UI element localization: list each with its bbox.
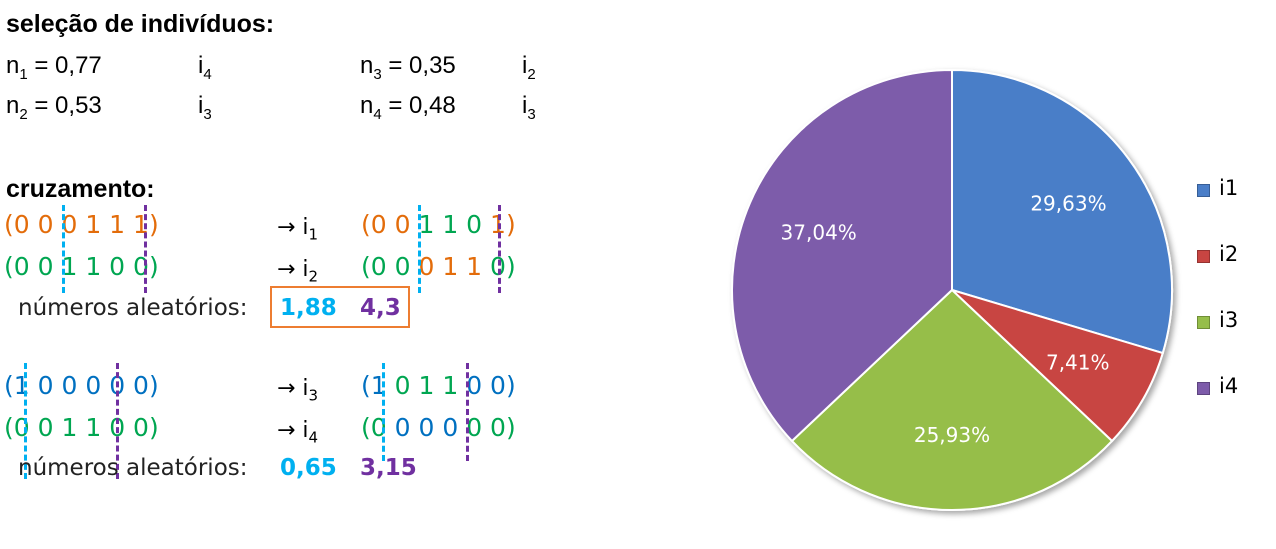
pair1-child-cut-point-2 [498, 205, 501, 293]
legend-label-i1: i1 [1219, 176, 1239, 200]
pie-data-label-i4: 37,04% [781, 220, 857, 244]
pie-data-label-i2: 7,41% [1046, 351, 1110, 375]
pair2-child-cut-point-1 [382, 363, 385, 461]
legend-swatch-i3 [1197, 316, 1210, 329]
pair1-random-box [270, 286, 410, 328]
legend-swatch-i1 [1197, 184, 1210, 197]
selection-i4: i3 [522, 92, 536, 123]
pair2-cut-point-2 [116, 363, 119, 479]
pair1-random-value-1: 1,88 [280, 295, 337, 321]
pair1-child1: (0 0 1 1 0 1) [361, 210, 516, 239]
pie-data-label-i3: 25,93% [914, 423, 990, 447]
pair1-child2: (0 0 0 1 1 0) [361, 252, 516, 281]
selection-title: seleção de indivíduos: [6, 10, 275, 38]
pair1-cut-point-2 [144, 205, 147, 293]
pair1-child-cut-point-1 [418, 205, 421, 293]
pie-slice-i3 [790, 288, 1114, 511]
selection-n3: n3 = 0,35 [360, 52, 456, 83]
selection-n4: n4 = 0,48 [360, 92, 456, 123]
pair2-arrow-child2: → i4 [277, 418, 319, 447]
pair2-random-value-2: 3,15 [360, 455, 417, 481]
pair1-arrow-child2: → i2 [277, 257, 319, 286]
pair1-random-value-2: 4,3 [360, 295, 401, 321]
legend-label-i2: i2 [1219, 242, 1239, 266]
selection-n1: n1 = 0,77 [6, 52, 102, 83]
pair1-random-label: números aleatórios: [18, 295, 248, 321]
legend-swatch-i2 [1197, 250, 1210, 263]
pie-data-label-i1: 29,63% [1030, 191, 1106, 215]
selection-i1: i4 [198, 52, 212, 83]
selection-i3: i2 [522, 52, 536, 83]
pair2-child-cut-point-2 [466, 363, 469, 461]
legend-label-i3: i3 [1219, 308, 1239, 332]
pair2-random-value-1: 0,65 [280, 455, 337, 481]
pie-slice-i1 [951, 68, 1173, 355]
selection-i2: i3 [198, 92, 212, 123]
pie-slice-i4 [731, 68, 953, 443]
pair1-arrow-child1: → i1 [277, 215, 319, 244]
pair1-parent1: (0 0 0 1 1 1) [4, 210, 159, 239]
pair2-random-label: números aleatórios: [18, 455, 248, 481]
pair1-cut-point-1 [62, 205, 65, 293]
legend-swatch-i4 [1197, 382, 1210, 395]
crossover-title: cruzamento: [6, 175, 155, 203]
pie-slice-i2 [951, 289, 1165, 443]
selection-n2: n2 = 0,53 [6, 92, 102, 123]
pair2-child2: (0 0 0 0 0 0) [361, 413, 516, 442]
pair2-cut-point-1 [24, 363, 27, 479]
pair2-arrow-child1: → i3 [277, 376, 319, 405]
legend-label-i4: i4 [1219, 374, 1239, 398]
